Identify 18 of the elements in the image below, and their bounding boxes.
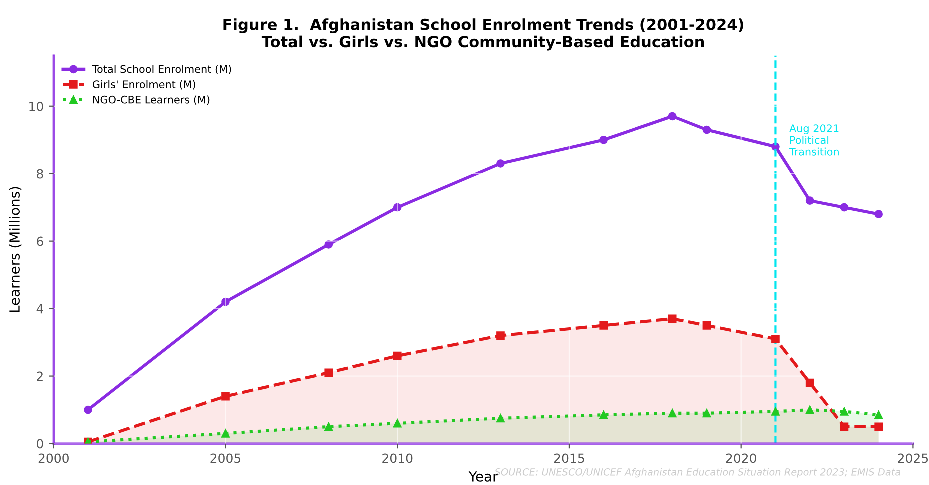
y-tick-label: 0 bbox=[37, 439, 44, 449]
y-tick-label: 8 bbox=[37, 169, 44, 179]
x-tick-label: 2005 bbox=[210, 454, 241, 464]
y-tick-label: 2 bbox=[37, 372, 43, 382]
x-tick-label: 2015 bbox=[554, 454, 584, 464]
x-tick-label: 2000 bbox=[38, 454, 69, 464]
y-tick-label: 10 bbox=[30, 102, 44, 112]
y-tick-label: 4 bbox=[36, 304, 44, 314]
x-tick-label: 2020 bbox=[726, 454, 756, 464]
ref-line-label: Aug 2021 Political Transition bbox=[789, 124, 839, 156]
chart-title: Figure 1. Afghanistan School Enrolment Trends (2001-2024) Total vs. Girls vs. NGO Community-Based Education bbox=[224, 18, 744, 51]
x-tick-label: 2010 bbox=[382, 454, 413, 464]
legend-label: NGO-CBE Learners (M) bbox=[93, 96, 210, 106]
y-axis-title: Learners (Millions) bbox=[9, 187, 22, 312]
legend-label: Girls' Enrolment (M) bbox=[93, 80, 196, 90]
x-tick-label: 2025 bbox=[898, 454, 928, 464]
y-tick-label: 6 bbox=[37, 236, 44, 246]
legend-label: Total School Enrolment (M) bbox=[92, 65, 232, 74]
